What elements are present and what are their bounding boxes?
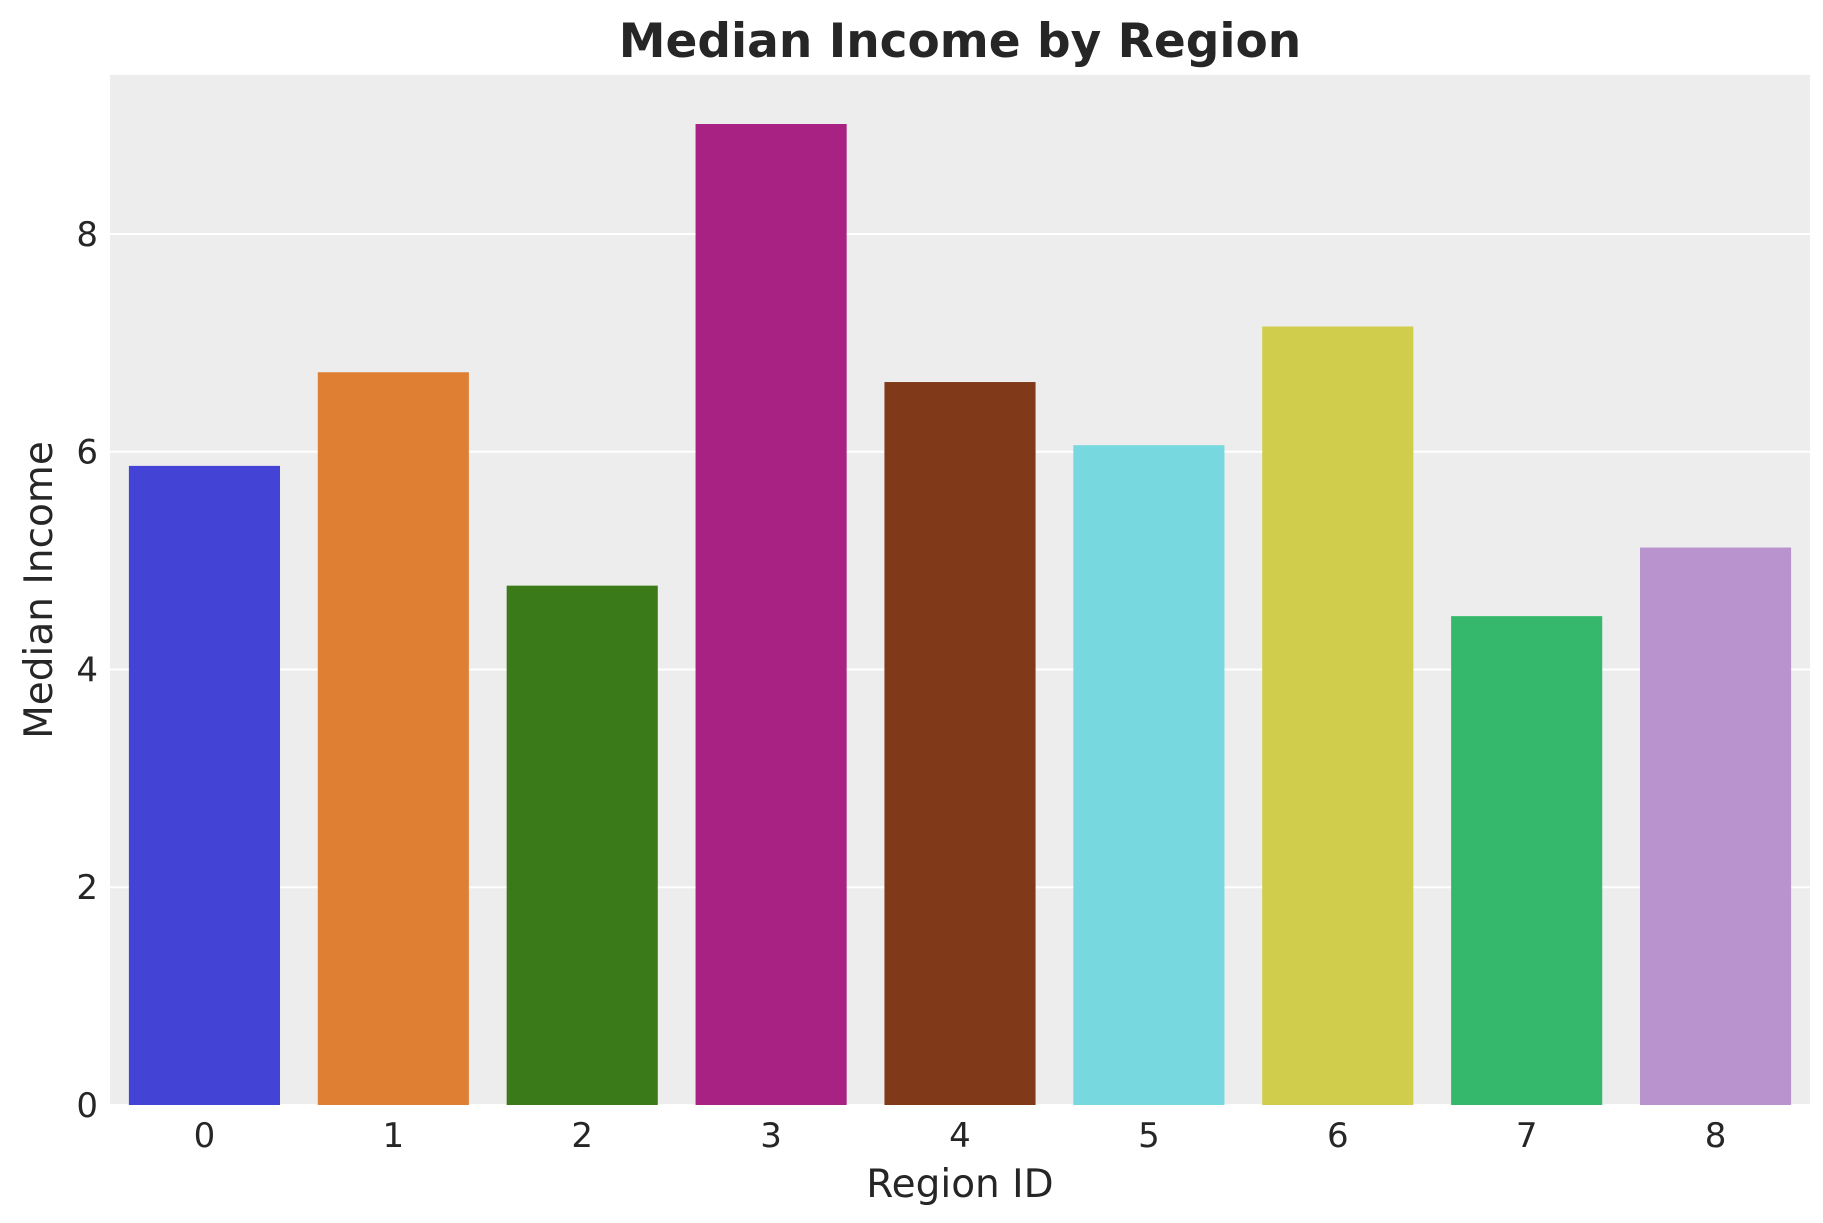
x-tick-label: 5 (1138, 1116, 1160, 1156)
x-tick-label: 6 (1327, 1116, 1349, 1156)
y-tick-label: 2 (76, 868, 98, 908)
bar-region-0 (128, 465, 280, 1105)
bar-region-5 (1073, 445, 1225, 1105)
bar-region-1 (317, 372, 469, 1105)
x-tick-label: 8 (1705, 1116, 1727, 1156)
x-tick-label: 4 (949, 1116, 971, 1156)
x-tick-label: 0 (194, 1116, 216, 1156)
y-tick-label: 4 (76, 650, 98, 690)
x-axis-ticks: 0 1 2 3 4 5 6 7 8 (194, 1116, 1727, 1156)
bar-region-6 (1262, 326, 1414, 1106)
x-tick-label: 2 (571, 1116, 593, 1156)
chart-title: Median Income by Region (619, 14, 1301, 69)
x-tick-label: 7 (1516, 1116, 1538, 1156)
y-tick-label: 8 (76, 215, 98, 255)
x-tick-label: 1 (383, 1116, 405, 1156)
bars (128, 123, 1792, 1106)
x-axis-label: Region ID (866, 1162, 1053, 1207)
bar-region-2 (506, 585, 658, 1105)
y-tick-label: 0 (76, 1086, 98, 1126)
bar-region-8 (1640, 547, 1792, 1105)
x-tick-label: 3 (760, 1116, 782, 1156)
bar-region-4 (884, 382, 1036, 1105)
bar-region-3 (695, 123, 847, 1105)
y-axis-label: Median Income (17, 441, 62, 739)
y-tick-label: 6 (76, 433, 98, 473)
y-axis-ticks: 0 2 4 6 8 (76, 215, 98, 1126)
bar-region-7 (1451, 616, 1603, 1105)
